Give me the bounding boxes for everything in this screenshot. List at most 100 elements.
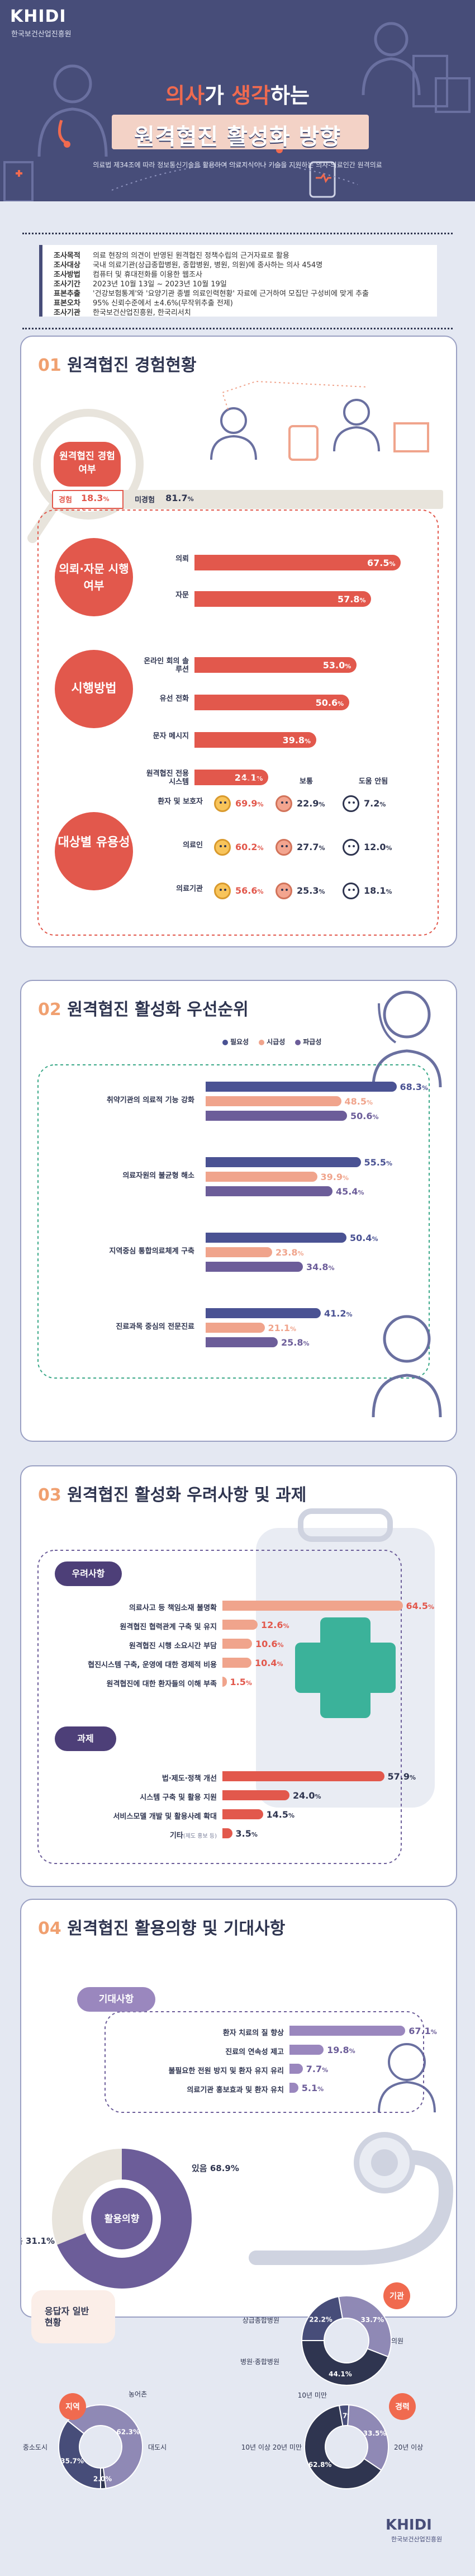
priority-bar xyxy=(206,1111,347,1121)
bar-label: 의뢰 xyxy=(175,555,189,563)
priority-value: 68.3% xyxy=(400,1082,429,1092)
concern-label: 협진시스템 구축, 운영에 대한 경제적 비용 xyxy=(88,1661,217,1669)
useful-col-header: 도움 안됨 xyxy=(358,777,388,786)
concern-label: 원격협진 시행 소요시간 부담 xyxy=(129,1642,217,1650)
section-experience: 01 원격협진 경험현황 원격협진 경험 여부 경험 18.3% 미경험 81.7% … xyxy=(20,336,457,947)
priority-bar xyxy=(206,1233,346,1243)
task-value: 14.5% xyxy=(266,1809,295,1820)
survey-row: 조사방법 컴퓨터 및 휴대전화를 이용한 웹조사 xyxy=(54,271,202,279)
logo: KHIDI xyxy=(10,7,66,26)
expect-value: 7.7% xyxy=(306,2064,329,2074)
expect-value: 19.8% xyxy=(327,2045,355,2055)
demographic-slice-label: 10년 미만 xyxy=(298,2391,327,2399)
useful-value: 69.9% xyxy=(235,798,264,809)
bar xyxy=(194,555,401,570)
demographic-slice-label: 중소도시 xyxy=(23,2443,48,2451)
footer-logo-subtitle: 한국보건산업진흥원 xyxy=(391,2536,443,2543)
bar xyxy=(194,770,268,785)
experience-label: 원격협진 경험 여부 xyxy=(54,442,121,487)
demographic-slice-label: 병원·종합병원 xyxy=(240,2358,279,2366)
priority-bar xyxy=(206,1172,317,1182)
survey-row: 조사기간 2023년 10월 13일 ~ 2023년 10월 19일 xyxy=(54,280,227,289)
expect-bar xyxy=(289,2064,303,2074)
survey-row: 조사대상 국내 의료기관(상급종합병원, 종합병원, 병원, 의원)에 종사하는 … xyxy=(54,261,323,270)
section-priority: 02 원격협진 활성화 우선순위 필요성 시급성 파급성 취약기관의 의료적 기능 … xyxy=(20,980,457,1442)
bar-value: 24.1% xyxy=(234,772,263,783)
experience-yes-label: 경험 xyxy=(59,496,72,504)
face-icon xyxy=(343,839,359,856)
survey-row: 표본추출 '건강보험통계'와 '요양기관 종별 의료인력현황' 자료에 근거하여 … xyxy=(54,290,369,298)
divider xyxy=(22,328,453,329)
priority-category: 지역중심 통합의료체계 구축 xyxy=(109,1247,194,1256)
useful-col-header: 도움됨 xyxy=(240,777,260,786)
useful-col-header: 보통 xyxy=(300,777,313,786)
task-bar xyxy=(222,1771,384,1781)
demographic-slice xyxy=(301,2340,389,2386)
face-icon xyxy=(214,839,231,856)
demographic-title: 경력 xyxy=(395,2402,410,2412)
task-bar xyxy=(222,1828,232,1838)
consult-label: 의뢰·자문 시행여부 xyxy=(55,538,133,616)
bar-label: 자문 xyxy=(175,591,189,600)
face-icon xyxy=(343,795,359,812)
useful-value: 22.9% xyxy=(297,798,325,809)
concern-bar xyxy=(222,1639,252,1649)
demographic-slice-value: 62.8% xyxy=(308,2461,332,2469)
respondents-box: 응답자 일반현황 xyxy=(31,2290,115,2343)
face-icon xyxy=(276,883,292,899)
demographic-slice-label: 의원 xyxy=(391,2337,403,2345)
bar-label: 온라인 회의 솔루션 xyxy=(144,657,189,674)
intent-slice xyxy=(52,2149,122,2245)
bar xyxy=(194,591,371,607)
task-value: 24.0% xyxy=(293,1790,321,1801)
header-title-highlight xyxy=(112,115,369,149)
face-icon xyxy=(276,795,292,812)
logo-subtitle: 한국보건산업진흥원 xyxy=(11,30,72,39)
expect-label: 환자 치료의 질 향상 xyxy=(222,2029,284,2037)
experience-no-label: 미경험 xyxy=(135,496,155,504)
demographic-slice xyxy=(338,2295,392,2358)
bar xyxy=(194,657,357,673)
task-value: 3.5% xyxy=(235,1828,258,1839)
bar-label: 문자 메시지 xyxy=(153,732,189,740)
section-title: 01 원격협진 경험현황 xyxy=(38,356,197,375)
respondents-title: 응답자 일반현황 xyxy=(45,2306,89,2328)
divider xyxy=(22,233,453,234)
priority-value: 41.2% xyxy=(324,1308,353,1319)
demographic-slice-label: 상급종합병원 xyxy=(243,2316,279,2324)
medical-kit-illustration xyxy=(37,1508,435,1864)
face-icon xyxy=(343,883,359,899)
face-icon xyxy=(276,839,292,856)
priority-bar xyxy=(206,1323,265,1333)
survey-row: 조사기관 한국보건산업진흥원, 한국리서치 xyxy=(54,309,191,317)
header: KHIDI 한국보건산업진흥원 의사가 생각하는 원격협진 활성화 방향 의료법… xyxy=(0,0,475,201)
priority-bar xyxy=(206,1157,361,1167)
useful-value: 12.0% xyxy=(364,842,392,852)
method-label: 시행방법 xyxy=(55,650,133,728)
demographic-slice xyxy=(347,2404,389,2471)
concern-bar xyxy=(222,1677,227,1687)
section1-bars: 의뢰 67.5% 자문 57.8% 온라인 회의 솔루션 53.0% 유선 전화 50.6% 문… xyxy=(21,337,456,946)
priority-bar xyxy=(206,1262,303,1272)
footer-logo: KHIDI xyxy=(386,2517,432,2533)
task-label: 과제 xyxy=(55,1726,116,1751)
demographic-title-badge xyxy=(59,2393,86,2420)
demographic-slice-value: 62.3% xyxy=(116,2428,140,2436)
intent-center xyxy=(88,2185,156,2253)
demographic-slice-label: 10년 이상 20년 미만 xyxy=(241,2443,302,2451)
experience-bar: 경험 18.3% 미경험 81.7% xyxy=(52,488,443,512)
priority-value: 50.4% xyxy=(350,1233,378,1243)
intent-slice-label: 있음 68.9% xyxy=(192,2163,239,2173)
useful-row-label: 의료기관 xyxy=(176,885,203,893)
useful-value: 60.2% xyxy=(235,842,264,852)
experience-yes-value: 18.3% xyxy=(81,493,110,503)
concern-bars: 의료사고 등 책임소재 불명확 64.5% 원격협진 협력관계 구축 및 유지 12.… xyxy=(21,1466,456,1886)
useful-row-label: 환자 및 보호자 xyxy=(158,798,203,806)
demographic-title: 기관 xyxy=(390,2291,404,2301)
survey-row: 조사목적 의료 현장의 의견이 반영된 원격협진 정책수립의 근거자료로 활용 xyxy=(54,252,289,260)
expect-bar xyxy=(289,2026,406,2036)
legend-item: 파급성 xyxy=(295,1038,321,1046)
expect-value: 67.1% xyxy=(408,2026,437,2036)
task-label: 기타(제도 홍보 등) xyxy=(169,1832,217,1840)
priority-category: 진료과목 중심의 전문진료 xyxy=(116,1323,194,1331)
